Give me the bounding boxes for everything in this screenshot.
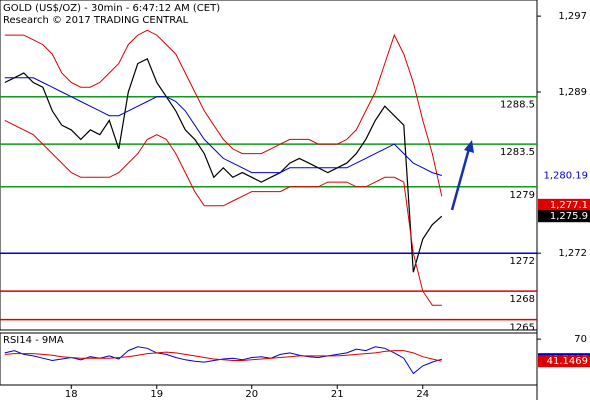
arrow-head: [464, 140, 474, 153]
value-tag-label: 1,277.1: [550, 200, 588, 211]
y-tick-label: 1,297: [558, 11, 587, 22]
level-label: 1279: [510, 190, 535, 201]
chart-title: GOLD (US$/OZ) - 30min - 6:47:12 AM (CET): [3, 3, 220, 14]
value-tag: [538, 355, 590, 368]
level-label: 1265: [510, 323, 535, 334]
series-line: [4, 77, 442, 176]
x-tick-label: 20: [245, 389, 258, 400]
series-line: [4, 29, 443, 197]
value-tag: [538, 210, 590, 223]
x-tick-label: 19: [150, 389, 163, 400]
level-label: 1272: [510, 256, 535, 267]
value-tag-label: 41.1469: [547, 356, 588, 367]
level-label: 1283.5: [500, 147, 535, 158]
value-tag: [538, 198, 590, 211]
value-tag: [538, 169, 590, 182]
value-tag-label: 1,280.19: [543, 171, 588, 182]
chart-subtitle: Research © 2017 TRADING CENTRAL: [3, 15, 189, 26]
x-tick-label: 21: [331, 389, 344, 400]
series-line: [4, 346, 442, 375]
rsi-panel: [0, 332, 538, 386]
level-label: 1288.5: [500, 100, 535, 111]
y-tick-label: 1,272: [558, 248, 587, 259]
x-tick-label: 24: [416, 389, 429, 400]
value-tag-label: 1,275.9: [550, 211, 588, 222]
y-tick-label: 1,289: [558, 87, 587, 98]
series-line: [4, 57, 443, 273]
main-panel: [0, 0, 538, 331]
x-tick-label: 18: [65, 389, 78, 400]
series-line: [4, 350, 442, 362]
rsi-title: RSI14 - 9MA: [3, 335, 64, 346]
series-line: [4, 119, 442, 306]
level-label: 1268: [510, 294, 535, 305]
arrow: [450, 144, 472, 211]
y-tick-label: 70: [574, 334, 587, 345]
